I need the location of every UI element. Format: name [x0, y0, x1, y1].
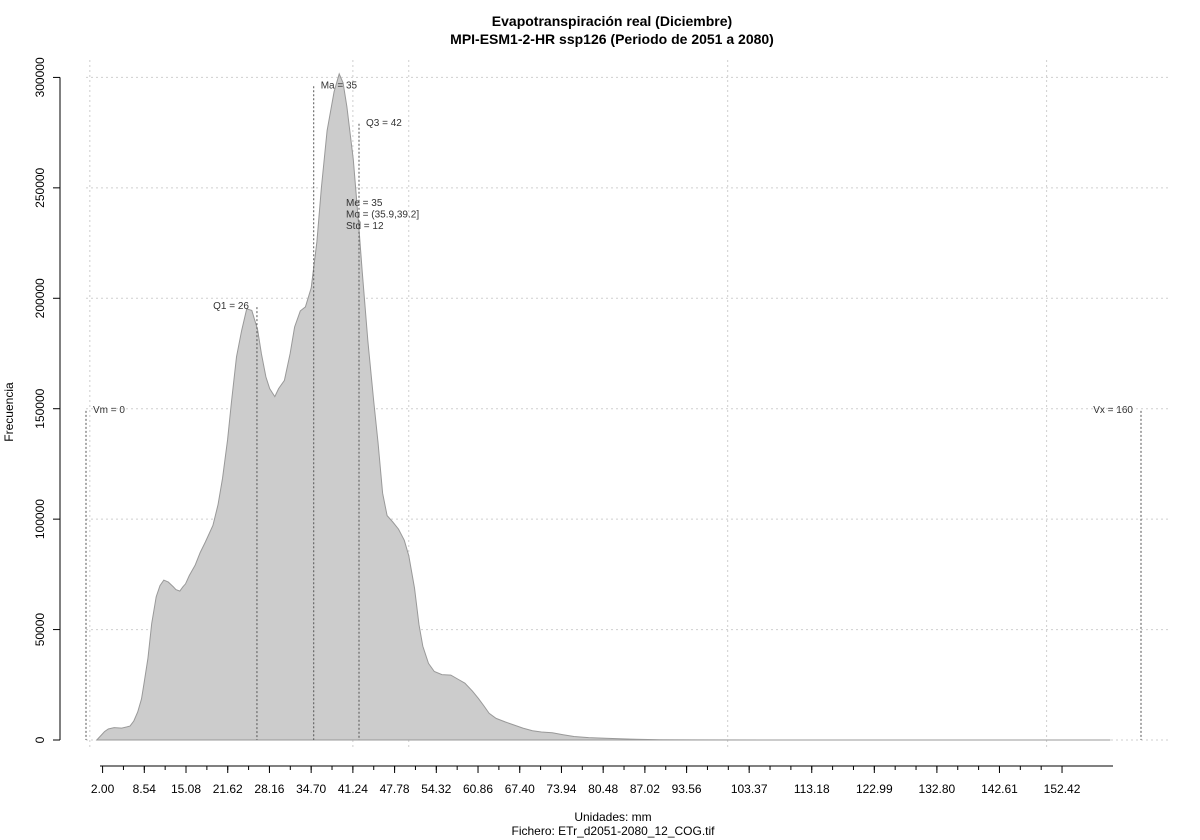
file-caption: Fichero: ETr_d2051-2080_12_COG.tif — [512, 824, 716, 838]
density-area — [95, 72, 1111, 741]
x-tick-label: 8.54 — [133, 782, 157, 796]
x-tick-label: 103.37 — [731, 782, 768, 796]
x-tick-label: 122.99 — [856, 782, 893, 796]
x-tick-label: 21.62 — [213, 782, 243, 796]
chart-title: Evapotranspiración real (Diciembre) — [492, 13, 732, 29]
x-tick-label: 80.48 — [588, 782, 618, 796]
y-tick-label: 200000 — [33, 278, 47, 318]
y-tick-label: 250000 — [33, 167, 47, 207]
y-tick-label: 0 — [33, 736, 47, 743]
x-tick-label: 113.18 — [794, 782, 830, 796]
x-axis: 2.00 8.54 15.08 21.62 28.16 34.70 41.24 47.78 54… — [91, 765, 1113, 796]
marker-label: Q3 = 42 — [366, 118, 402, 129]
x-tick-label: 60.86 — [463, 782, 493, 796]
x-tick-label: 2.00 — [91, 782, 115, 796]
y-tick-label: 300000 — [33, 57, 47, 97]
x-tick-label: 73.94 — [546, 782, 576, 796]
y-axis-label: Frecuencia — [2, 382, 16, 442]
x-tick-label: 87.02 — [630, 782, 660, 796]
x-tick-label: 54.32 — [421, 782, 451, 796]
marker-label: Vm = 0 — [93, 405, 125, 416]
x-tick-label: 132.80 — [919, 782, 956, 796]
density-curve — [95, 72, 1111, 741]
x-tick-label: 93.56 — [672, 782, 702, 796]
stats-line: Std = 12 — [346, 221, 384, 232]
marker-label: Ma = 35 — [321, 80, 358, 91]
y-tick-label: 150000 — [33, 388, 47, 428]
marker-label: Q1 = 26 — [213, 301, 249, 312]
x-tick-label: 41.24 — [338, 782, 368, 796]
y-axis: 0 50000 100000 150000 200000 250000 300000 — [33, 57, 61, 743]
x-tick-label: 28.16 — [254, 782, 284, 796]
x-axis-label: Unidades: mm — [574, 810, 651, 824]
y-tick-label: 50000 — [33, 613, 47, 647]
x-tick-label: 67.40 — [505, 782, 535, 796]
x-tick-label: 34.70 — [296, 782, 326, 796]
x-tick-label: 47.78 — [380, 782, 410, 796]
x-tick-label: 152.42 — [1044, 782, 1081, 796]
stat-markers: Vm = 0 Q1 = 26 Ma = 35 Q3 = 42 Vx = 160 — [85, 80, 1142, 740]
marker-label: Vx = 160 — [1093, 405, 1133, 416]
stats-line: Me = 35 — [346, 198, 383, 209]
x-tick-label: 15.08 — [171, 782, 201, 796]
x-tick-label: 142.61 — [981, 782, 1018, 796]
y-tick-label: 100000 — [33, 499, 47, 539]
chart-subtitle: MPI-ESM1-2-HR ssp126 (Periodo de 2051 a … — [450, 31, 774, 47]
stats-line: Mo = (35.9,39.2] — [346, 210, 419, 221]
